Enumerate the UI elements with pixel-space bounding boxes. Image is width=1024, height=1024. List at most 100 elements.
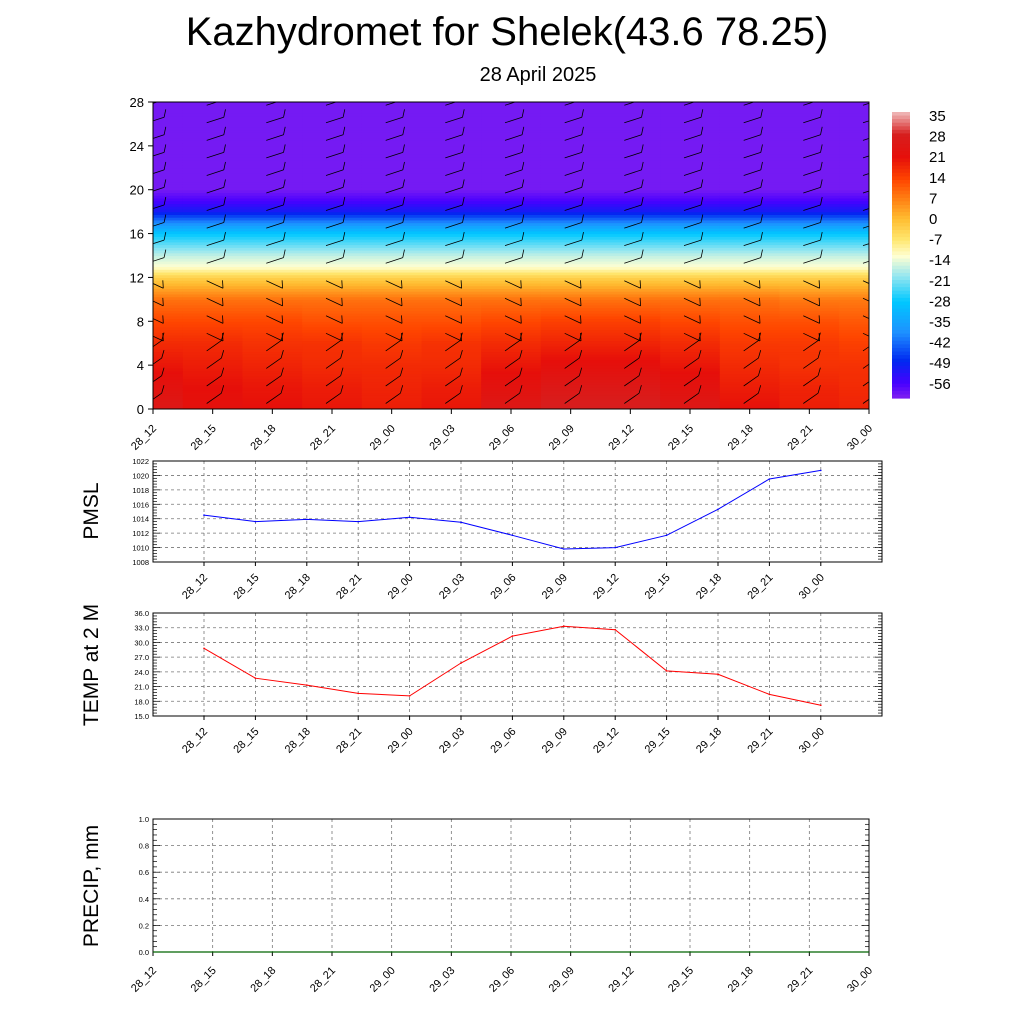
heatmap-cell	[839, 225, 869, 229]
wind-barb	[624, 280, 641, 289]
heatmap-cell	[302, 274, 363, 279]
heatmap-cell	[153, 334, 184, 339]
heatmap-cell	[600, 400, 661, 405]
heatmap-cell	[779, 340, 840, 344]
heatmap-cell	[153, 291, 184, 295]
heatmap-cell	[839, 132, 869, 136]
colorbar-segment	[892, 283, 910, 288]
heatmap-cell	[421, 214, 482, 218]
heatmap-cell	[242, 126, 303, 131]
heatmap-cell	[302, 343, 363, 347]
x-tick-label: 30_00	[845, 965, 875, 995]
heatmap-cell	[421, 343, 482, 347]
x-tick-label: 29_09	[540, 572, 570, 602]
heatmap-cell	[242, 181, 303, 185]
heatmap-cell	[242, 192, 303, 196]
heatmap-cell	[540, 266, 602, 270]
heatmap-cell	[839, 236, 869, 240]
heatmap-cell	[361, 293, 423, 298]
heatmap-cell	[242, 134, 303, 139]
heatmap-cell	[361, 134, 423, 139]
heatmap-cell	[361, 263, 423, 268]
heatmap-cell	[182, 367, 244, 372]
wind-barb	[862, 280, 869, 284]
heatmap-cell	[839, 302, 869, 306]
heatmap-cell	[719, 329, 781, 333]
wind-barb	[803, 332, 820, 342]
heatmap-cell	[481, 176, 542, 180]
heatmap-cell	[839, 217, 869, 221]
heatmap-cell	[540, 151, 602, 155]
heatmap-cell	[153, 110, 184, 114]
heatmap-cell	[153, 260, 184, 265]
heatmap-cell	[302, 296, 363, 300]
heatmap-cell	[719, 269, 781, 273]
heatmap-cell	[302, 129, 363, 133]
heatmap-cell	[361, 236, 423, 240]
colorbar-segment	[892, 179, 910, 185]
heatmap-cell	[839, 280, 869, 284]
heatmap-cell	[361, 400, 423, 405]
wind-barb	[564, 214, 584, 229]
heatmap-cell	[481, 208, 542, 213]
heatmap-cell	[153, 247, 184, 251]
heatmap-cell	[779, 134, 840, 139]
heatmap-cell	[153, 217, 184, 221]
heatmap-cell	[242, 321, 303, 325]
heatmap-cell	[361, 200, 423, 205]
heatmap-cell	[779, 170, 840, 174]
heatmap-cell	[779, 129, 840, 133]
wind-barb	[683, 367, 702, 387]
wind-barb	[743, 232, 763, 246]
heatmap-cell	[242, 337, 303, 342]
x-tick-label: 28_18	[283, 726, 313, 756]
heatmap-cell	[242, 400, 303, 405]
heatmap-cell	[421, 126, 482, 131]
heatmap-cell	[182, 370, 244, 374]
y-tick-label: 20	[130, 183, 144, 198]
heatmap-cell	[600, 129, 661, 133]
heatmap-cell	[242, 293, 303, 298]
x-tick-label: 28_12	[129, 423, 159, 453]
heatmap-cell	[540, 387, 602, 391]
x-tick-label: 28_12	[180, 726, 210, 756]
heatmap-cell	[719, 340, 781, 344]
heatmap-cell	[839, 395, 869, 399]
heatmap-cell	[660, 132, 721, 136]
heatmap-cell	[302, 252, 363, 257]
heatmap-cell	[302, 258, 363, 262]
heatmap-cell	[361, 165, 423, 169]
heatmap-cell	[361, 184, 423, 188]
heatmap-cell	[302, 222, 363, 226]
wind-barb	[803, 249, 823, 264]
heatmap-cell	[182, 302, 244, 306]
colorbar-segment	[892, 337, 910, 342]
wind-barb	[385, 144, 405, 159]
heatmap-cell	[660, 384, 721, 388]
heatmap-cell	[242, 403, 303, 407]
heatmap-cell	[182, 258, 244, 262]
heatmap-cell	[779, 252, 840, 257]
heatmap-cell	[182, 156, 244, 161]
heatmap-cell	[719, 228, 781, 232]
plot-frame	[152, 612, 883, 717]
heatmap-cell	[421, 387, 482, 391]
heatmap-cell	[540, 348, 602, 353]
heatmap-cell	[421, 211, 482, 215]
heatmap-cell	[302, 107, 363, 111]
heatmap-cell	[660, 200, 721, 205]
colorbar-segment	[892, 240, 910, 245]
heatmap-cell	[421, 356, 482, 361]
heatmap-cell	[361, 225, 423, 229]
heatmap-cell	[481, 263, 542, 268]
heatmap-cell	[421, 134, 482, 139]
heatmap-cell	[719, 313, 781, 317]
heatmap-cell	[302, 400, 363, 405]
heatmap-cell	[719, 337, 781, 342]
heatmap-cell	[481, 282, 542, 287]
heatmap-cell	[153, 203, 184, 207]
y-tick-label: 4	[137, 358, 144, 373]
heatmap-cell	[182, 197, 244, 202]
grid	[153, 818, 869, 953]
heatmap-cell	[481, 167, 542, 172]
